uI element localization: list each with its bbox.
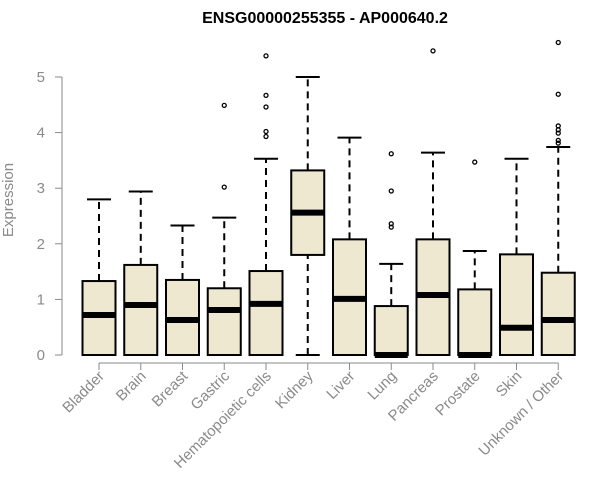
box-rect bbox=[373, 305, 409, 356]
box-9 bbox=[457, 159, 493, 358]
x-tick-label: Brain bbox=[113, 368, 150, 405]
y-axis-label: Expression bbox=[0, 163, 17, 237]
box-11 bbox=[540, 39, 576, 357]
outlier-point bbox=[555, 91, 561, 97]
y-axis: 0 1 2 3 4 5 bbox=[37, 69, 63, 364]
x-tick-label: Kidney bbox=[272, 367, 317, 412]
box-4 bbox=[248, 53, 284, 357]
outlier-point bbox=[388, 224, 394, 230]
box-8 bbox=[415, 48, 451, 357]
outlier-point bbox=[263, 133, 269, 140]
box-10 bbox=[499, 157, 534, 356]
box-rect bbox=[248, 270, 284, 357]
x-tick-label: Breast bbox=[149, 367, 192, 410]
outlier-point bbox=[430, 48, 436, 54]
x-tick-label: Skin bbox=[493, 368, 526, 401]
box-7 bbox=[373, 151, 409, 358]
y-tick-label: 3 bbox=[37, 180, 45, 197]
box-2 bbox=[165, 224, 200, 356]
y-tick-label: 2 bbox=[37, 236, 45, 253]
outlier-point bbox=[221, 102, 227, 109]
outlier-point bbox=[388, 151, 394, 157]
box-rect bbox=[123, 263, 159, 357]
outlier-point bbox=[555, 140, 561, 146]
outlier-point bbox=[555, 137, 561, 144]
y-tick-label: 1 bbox=[37, 291, 45, 308]
x-tick-label: Lung bbox=[364, 368, 400, 404]
outlier-point bbox=[263, 104, 269, 110]
box-0 bbox=[81, 198, 117, 356]
x-tick-label: Prostate bbox=[432, 368, 484, 420]
y-tick-label: 5 bbox=[37, 69, 45, 86]
outlier-point bbox=[221, 184, 227, 190]
outlier-point bbox=[388, 188, 394, 194]
y-tick-label: 4 bbox=[37, 125, 45, 142]
box-6 bbox=[332, 136, 367, 357]
outlier-point bbox=[388, 221, 394, 227]
box-rect bbox=[81, 280, 117, 356]
boxes-group bbox=[81, 39, 576, 358]
box-3 bbox=[206, 102, 242, 356]
box-rect bbox=[540, 271, 576, 357]
outlier-point bbox=[555, 39, 561, 46]
box-rect bbox=[499, 253, 534, 356]
y-tick-label: 0 bbox=[37, 347, 45, 364]
box-1 bbox=[123, 190, 159, 357]
chart-title: ENSG00000255355 - AP000640.2 bbox=[202, 10, 448, 27]
outlier-point bbox=[472, 159, 478, 165]
box-rect bbox=[206, 287, 242, 356]
outlier-point bbox=[263, 92, 269, 98]
box-rect bbox=[457, 288, 493, 356]
x-tick-label: Bladder bbox=[59, 368, 108, 417]
outlier-point bbox=[263, 53, 269, 59]
outlier-point bbox=[555, 130, 561, 136]
x-tick-label: Liver bbox=[323, 368, 358, 403]
outlier-point bbox=[555, 123, 561, 129]
outlier-point bbox=[263, 128, 269, 135]
box-5 bbox=[290, 76, 326, 356]
